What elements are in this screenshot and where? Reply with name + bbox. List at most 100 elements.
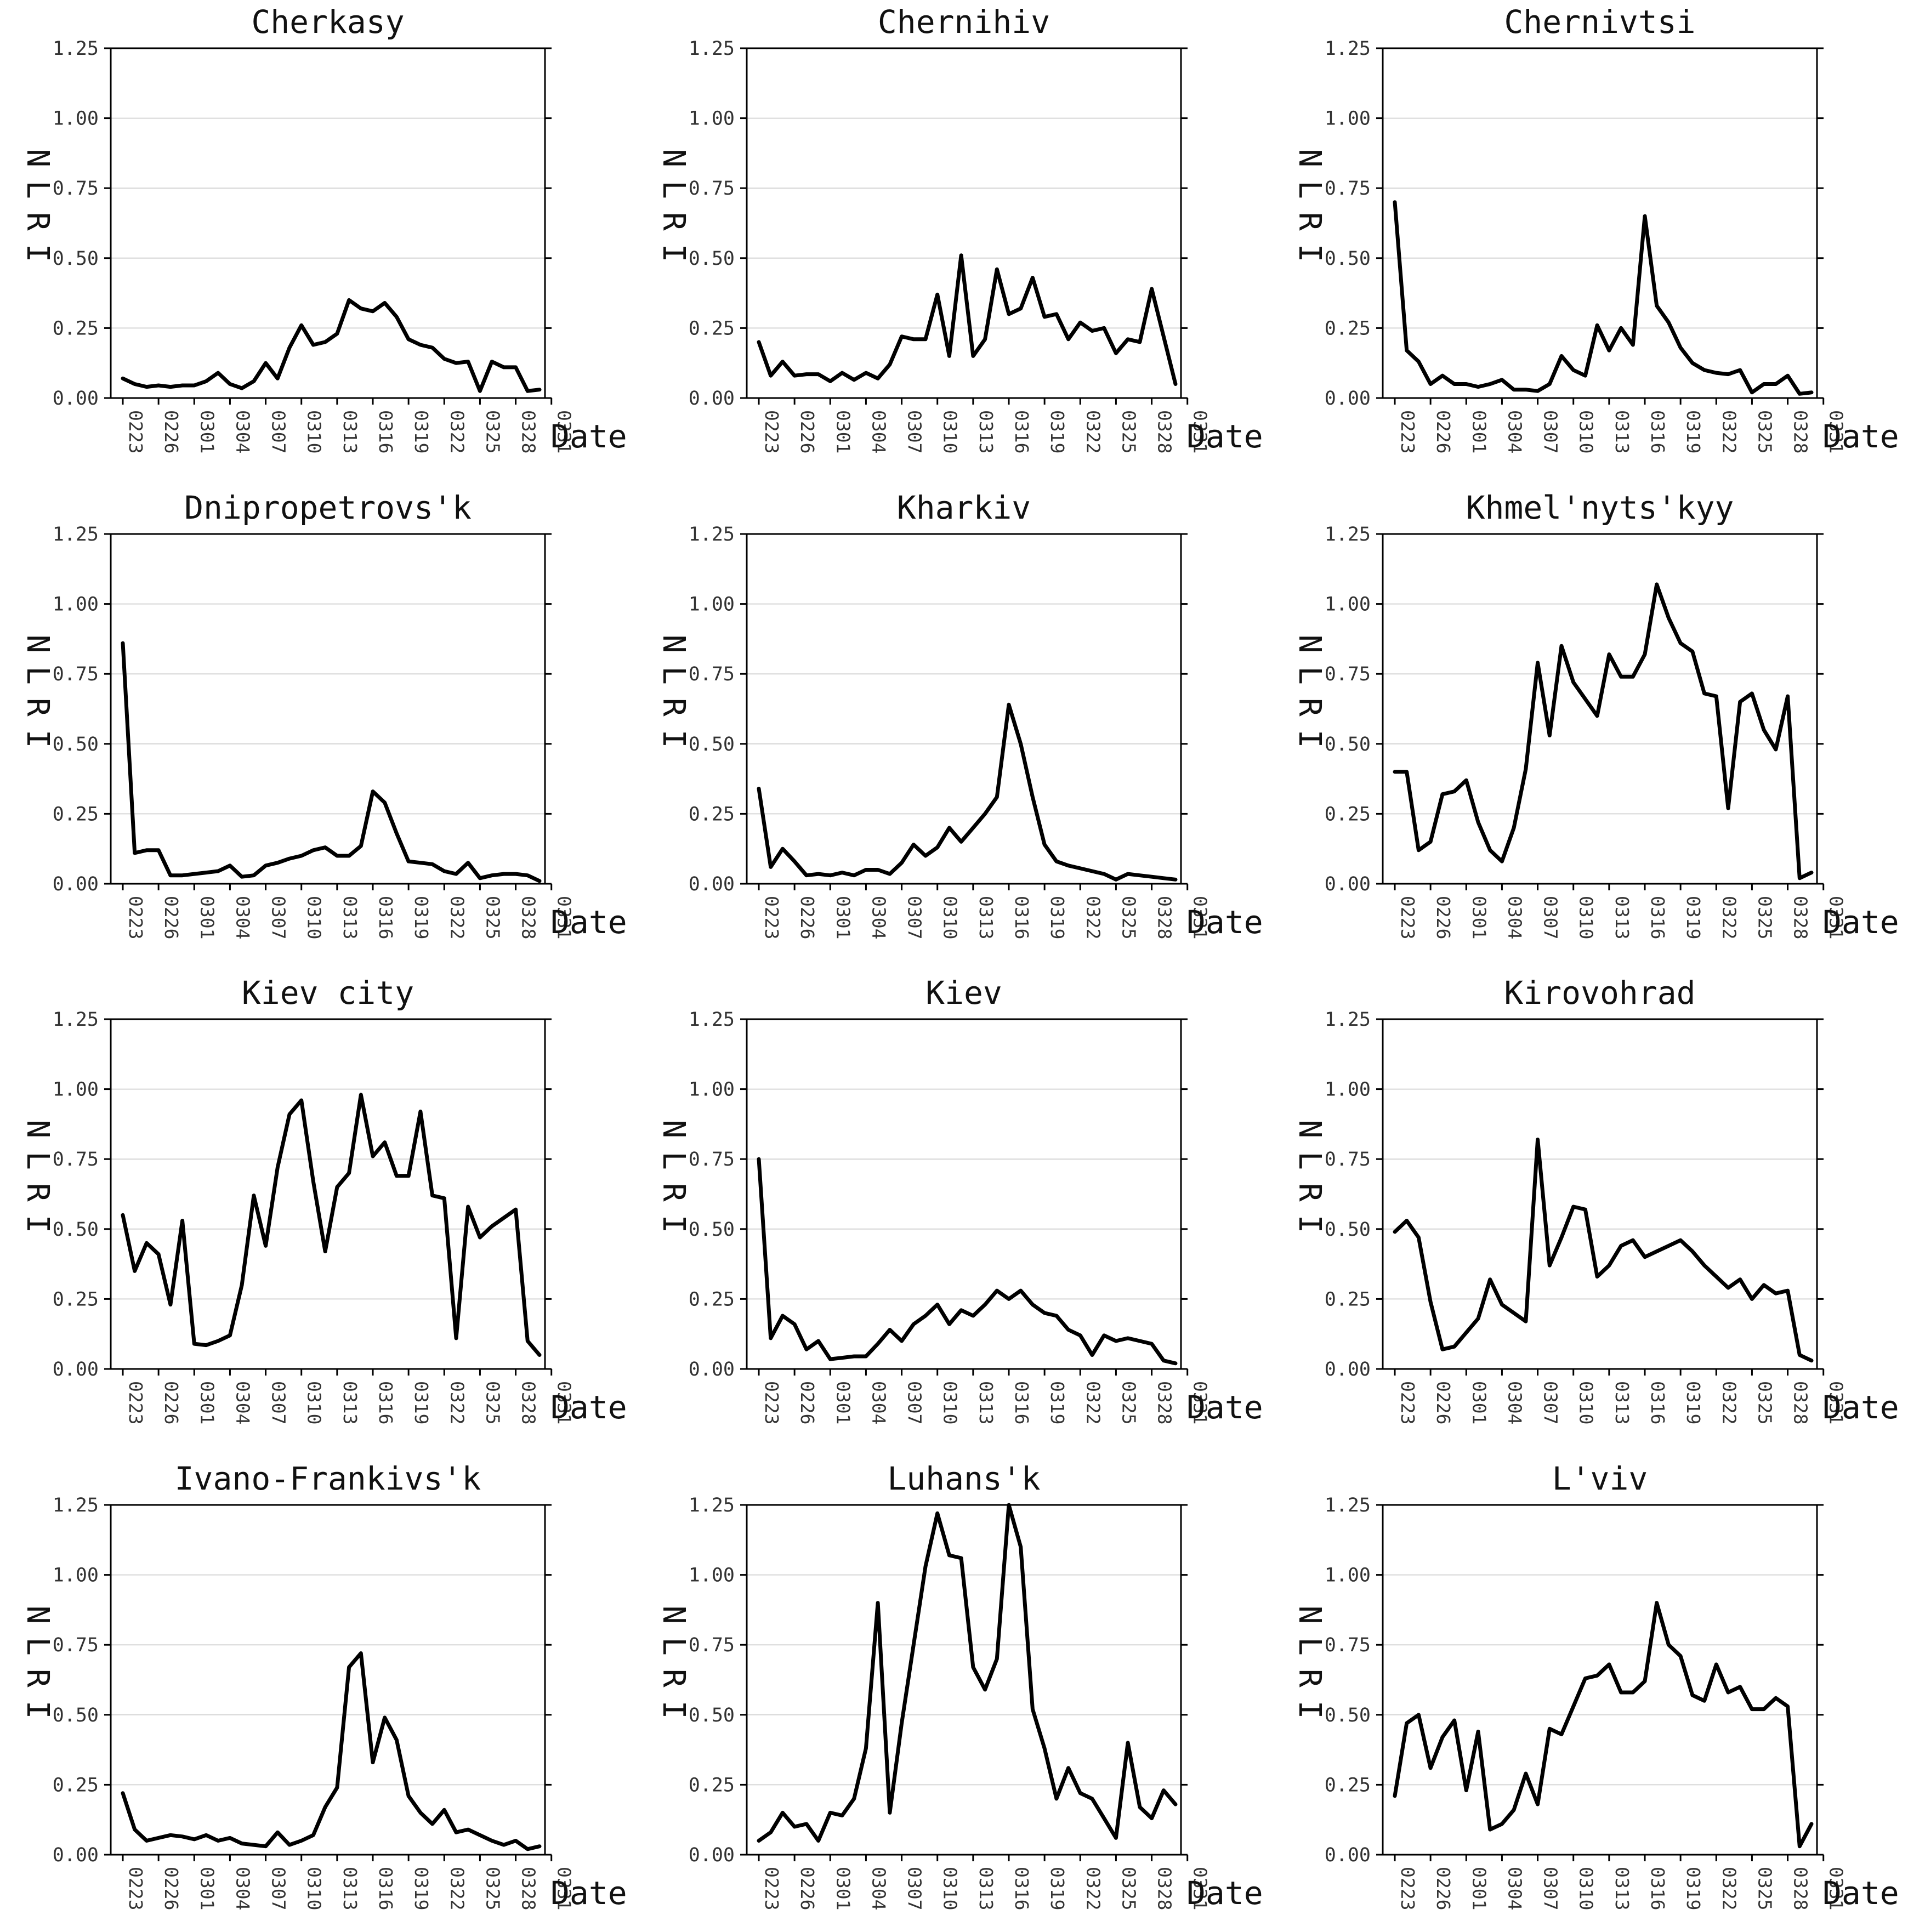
- x-tick-label: 0325: [482, 410, 503, 453]
- x-tick-label: 0304: [232, 896, 253, 939]
- x-tick-label: 0226: [1433, 1867, 1454, 1910]
- x-tick-label: 0322: [446, 1867, 468, 1910]
- y-tick-label: 0.75: [1325, 178, 1371, 200]
- x-tick-label: 0310: [940, 896, 961, 939]
- x-tick-label: 0322: [1718, 1867, 1740, 1910]
- x-tick-label: 0325: [1754, 896, 1775, 939]
- x-tick-label: 0316: [1011, 1381, 1032, 1424]
- panel: Dnipropetrovs'k 0.00 0.25 0.50 0.75 1.00 1.25 0…: [20, 489, 627, 941]
- y-tick-label: 0.25: [1325, 803, 1371, 825]
- y-axis-label: NLRI: [20, 635, 55, 762]
- x-tick-label: 0304: [868, 1381, 889, 1424]
- series-line: [757, 253, 1178, 386]
- y-tick-label: 0.75: [53, 663, 99, 685]
- x-tick-label: 0316: [1011, 410, 1032, 453]
- x-tick-label: 0322: [1082, 1867, 1104, 1910]
- x-tick-label: 0307: [268, 896, 289, 939]
- x-tick-label: 0319: [1683, 1867, 1704, 1910]
- x-tick-label: 0307: [904, 1867, 925, 1910]
- y-tick-label: 0.00: [689, 1844, 735, 1866]
- x-tick-label: 0325: [1754, 410, 1775, 453]
- x-tick-label: 0223: [125, 1867, 146, 1910]
- x-tick-label: 0310: [940, 1381, 961, 1424]
- y-tick-label: 0.25: [53, 1774, 99, 1796]
- x-axis-label: Date: [1186, 904, 1263, 941]
- x-tick-label: 0310: [304, 896, 325, 939]
- x-tick-label: 0325: [1118, 1867, 1139, 1910]
- x-tick-label: 0223: [761, 896, 782, 939]
- x-tick-label: 0310: [304, 410, 325, 453]
- series-line: [121, 641, 542, 883]
- panel-title: Cherkasy: [251, 3, 404, 41]
- y-tick-label: 0.75: [1325, 663, 1371, 685]
- x-tick-label: 0328: [1154, 1381, 1176, 1424]
- panel: Kiev 0.00 0.25 0.50 0.75 1.00 1.25 0223 0226 0301…: [656, 974, 1263, 1426]
- y-tick-label: 1.25: [689, 524, 735, 545]
- y-tick-label: 0.00: [689, 388, 735, 410]
- x-tick-label: 0226: [797, 896, 818, 939]
- series-line: [121, 1093, 542, 1357]
- x-tick-label: 0301: [196, 896, 218, 939]
- x-tick-label: 0322: [446, 1381, 468, 1424]
- x-axis-label: Date: [1186, 1874, 1263, 1912]
- x-tick-label: 0301: [1468, 1867, 1490, 1910]
- y-tick-label: 0.50: [689, 1219, 735, 1241]
- series-line: [757, 1157, 1178, 1366]
- y-tick-label: 0.00: [53, 1359, 99, 1380]
- panel: Luhans'k 0.00 0.25 0.50 0.75 1.00 1.25 0223 0226…: [656, 1460, 1263, 1912]
- y-tick-label: 0.25: [53, 1288, 99, 1310]
- y-tick-label: 0.00: [1325, 388, 1371, 410]
- x-tick-label: 0304: [232, 410, 253, 453]
- x-tick-label: 0223: [125, 410, 146, 453]
- x-axis-label: Date: [1822, 1389, 1899, 1426]
- x-tick-label: 0304: [232, 1381, 253, 1424]
- plot-frame: [746, 1018, 1182, 1370]
- x-tick-label: 0322: [1082, 896, 1104, 939]
- y-tick-label: 0.25: [689, 1288, 735, 1310]
- y-tick-label: 1.00: [689, 108, 735, 130]
- x-tick-label: 0301: [196, 1381, 218, 1424]
- x-tick-label: 0316: [375, 896, 396, 939]
- y-tick-label: 0.50: [53, 248, 99, 270]
- x-tick-label: 0313: [975, 896, 997, 939]
- panel-title: Chernihiv: [878, 3, 1050, 41]
- x-tick-label: 0319: [411, 1867, 432, 1910]
- y-axis-label: NLRI: [656, 149, 691, 276]
- x-tick-label: 0325: [482, 1381, 503, 1424]
- x-tick-label: 0223: [125, 896, 146, 939]
- y-axis-label: NLRI: [656, 1606, 691, 1732]
- x-tick-label: 0223: [1397, 1867, 1418, 1910]
- y-tick-label: 1.00: [1325, 108, 1371, 130]
- x-tick-label: 0316: [1647, 896, 1668, 939]
- x-tick-label: 0307: [904, 1381, 925, 1424]
- x-tick-label: 0313: [339, 896, 361, 939]
- x-tick-label: 0301: [832, 410, 854, 453]
- y-tick-label: 1.00: [689, 594, 735, 616]
- plot-frame: [746, 47, 1182, 399]
- panel: Chernihiv 0.00 0.25 0.50 0.75 1.00 1.25 0223 022…: [656, 3, 1263, 455]
- x-tick-label: 0310: [1576, 896, 1597, 939]
- series-line: [121, 298, 542, 393]
- x-tick-label: 0313: [975, 1867, 997, 1910]
- x-tick-label: 0331: [1826, 896, 1847, 939]
- x-tick-label: 0307: [904, 896, 925, 939]
- y-tick-label: 0.00: [53, 388, 99, 410]
- x-tick-label: 0304: [868, 896, 889, 939]
- x-tick-label: 0322: [446, 896, 468, 939]
- x-tick-label: 0331: [1190, 1867, 1211, 1910]
- y-tick-label: 1.25: [1325, 38, 1371, 60]
- y-tick-label: 0.50: [1325, 248, 1371, 270]
- x-tick-label: 0226: [1433, 896, 1454, 939]
- y-axis-label: NLRI: [1292, 635, 1327, 762]
- y-tick-label: 0.25: [53, 803, 99, 825]
- panel-title: Khmel'nyts'kyy: [1466, 489, 1734, 526]
- y-tick-label: 1.00: [1325, 594, 1371, 616]
- y-tick-label: 0.75: [689, 663, 735, 685]
- x-tick-label: 0328: [1154, 410, 1176, 453]
- x-tick-label: 0307: [1540, 1867, 1561, 1910]
- x-tick-label: 0322: [1718, 1381, 1740, 1424]
- x-tick-label: 0319: [1047, 1381, 1068, 1424]
- y-tick-label: 0.75: [689, 1634, 735, 1656]
- x-tick-label: 0328: [1790, 1867, 1812, 1910]
- x-tick-label: 0319: [411, 410, 432, 453]
